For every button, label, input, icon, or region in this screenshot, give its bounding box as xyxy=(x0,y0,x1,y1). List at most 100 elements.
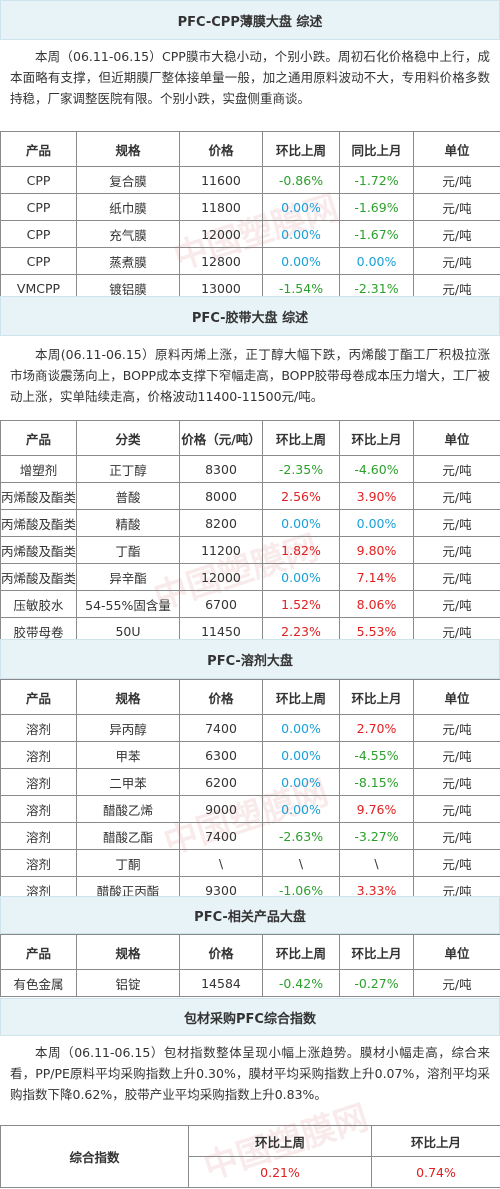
cpp-header-cell: 同比上月 xyxy=(340,132,414,167)
related-header-cell: 规格 xyxy=(77,935,180,970)
cpp-cell: 元/吨 xyxy=(414,221,500,248)
solvent-cell: 醋酸乙烯 xyxy=(77,796,180,823)
solvent-cell: 0.00% xyxy=(263,742,340,769)
cpp-header-cell: 环比上周 xyxy=(263,132,340,167)
cpp-cell: -1.69% xyxy=(340,194,414,221)
cpp-header-cell: 价格 xyxy=(180,132,263,167)
cpp-cell: CPP xyxy=(1,194,77,221)
tape-cell: 元/吨 xyxy=(414,564,500,591)
solvent-cell: -4.55% xyxy=(340,742,414,769)
cpp-cell: 元/吨 xyxy=(414,194,500,221)
solvent-cell: 7400 xyxy=(180,823,263,850)
cpp-cell: CPP xyxy=(1,248,77,275)
cpp-cell: -0.86% xyxy=(263,167,340,194)
solvent-cell: 2.70% xyxy=(340,715,414,742)
tape-cell: 丁酯 xyxy=(77,537,180,564)
index-col2-header: 环比上月 xyxy=(372,1126,500,1157)
solvent-cell: 溶剂 xyxy=(1,769,77,796)
cpp-description: 本周（06.11-06.15）CPP膜市大稳小动，个别小跌。周初石化价格稳中上行… xyxy=(0,46,500,126)
solvent-header-cell: 环比上月 xyxy=(340,680,414,715)
related-cell: -0.42% xyxy=(263,970,340,997)
index-col1-header: 环比上周 xyxy=(189,1126,372,1157)
cpp-cell: 11600 xyxy=(180,167,263,194)
cpp-cell: 0.00% xyxy=(340,248,414,275)
tape-cell: 正丁醇 xyxy=(77,456,180,483)
tape-cell: 8200 xyxy=(180,510,263,537)
solvent-cell: -3.27% xyxy=(340,823,414,850)
solvent-cell: 0.00% xyxy=(263,715,340,742)
tape-cell: 9.80% xyxy=(340,537,414,564)
tape-cell: 0.00% xyxy=(263,510,340,537)
index-section-title: 包材采购PFC综合指数 xyxy=(0,998,500,1036)
solvent-cell: 7400 xyxy=(180,715,263,742)
index-label: 综合指数 xyxy=(1,1126,189,1188)
tape-cell: 丙烯酸及酯类 xyxy=(1,564,77,591)
cpp-cell: 12800 xyxy=(180,248,263,275)
solvent-cell: \ xyxy=(263,850,340,877)
cpp-cell: 纸巾膜 xyxy=(77,194,180,221)
table-row: 溶剂丁酮\\\元/吨 xyxy=(1,850,500,877)
tape-section-title: PFC-胶带大盘 综述 xyxy=(0,296,500,336)
cpp-cell: CPP xyxy=(1,221,77,248)
index-table: 综合指数 环比上周 环比上月 0.21% 0.74% xyxy=(0,1125,500,1188)
tape-cell: 丙烯酸及酯类 xyxy=(1,483,77,510)
tape-cell: 压敏胶水 xyxy=(1,591,77,618)
solvent-cell: 溶剂 xyxy=(1,796,77,823)
tape-cell: 普酸 xyxy=(77,483,180,510)
solvent-cell: 异丙醇 xyxy=(77,715,180,742)
cpp-cell: 11800 xyxy=(180,194,263,221)
related-header-cell: 环比上月 xyxy=(340,935,414,970)
tape-header-cell: 分类 xyxy=(77,421,180,456)
cpp-cell: 复合膜 xyxy=(77,167,180,194)
solvent-cell: 0.00% xyxy=(263,769,340,796)
related-section-title: PFC-相关产品大盘 xyxy=(0,896,500,934)
solvent-cell: \ xyxy=(340,850,414,877)
solvent-cell: 元/吨 xyxy=(414,715,500,742)
tape-cell: 异辛酯 xyxy=(77,564,180,591)
solvent-cell: 6200 xyxy=(180,769,263,796)
tape-cell: 12000 xyxy=(180,564,263,591)
index-col2-value: 0.74% xyxy=(372,1157,500,1188)
tape-cell: 54-55%固含量 xyxy=(77,591,180,618)
solvent-section-title: PFC-溶剂大盘 xyxy=(0,639,500,679)
tape-cell: 丙烯酸及酯类 xyxy=(1,537,77,564)
related-header-cell: 单位 xyxy=(414,935,500,970)
related-header-cell: 环比上周 xyxy=(263,935,340,970)
tape-cell: 元/吨 xyxy=(414,483,500,510)
cpp-cell: 0.00% xyxy=(263,221,340,248)
cpp-cell: 0.00% xyxy=(263,194,340,221)
tape-cell: 11200 xyxy=(180,537,263,564)
tape-cell: 元/吨 xyxy=(414,456,500,483)
cpp-cell: 12000 xyxy=(180,221,263,248)
solvent-header-cell: 产品 xyxy=(1,680,77,715)
solvent-cell: 溶剂 xyxy=(1,823,77,850)
solvent-cell: \ xyxy=(180,850,263,877)
solvent-cell: 9.76% xyxy=(340,796,414,823)
tape-cell: 3.90% xyxy=(340,483,414,510)
solvent-cell: 醋酸乙酯 xyxy=(77,823,180,850)
tape-cell: 2.56% xyxy=(263,483,340,510)
tape-cell: 8.06% xyxy=(340,591,414,618)
solvent-cell: 9000 xyxy=(180,796,263,823)
cpp-header-cell: 单位 xyxy=(414,132,500,167)
cpp-cell: 元/吨 xyxy=(414,248,500,275)
tape-cell: 精酸 xyxy=(77,510,180,537)
index-col1-value: 0.21% xyxy=(189,1157,372,1188)
solvent-cell: 溶剂 xyxy=(1,715,77,742)
tape-header-cell: 单位 xyxy=(414,421,500,456)
solvent-cell: 溶剂 xyxy=(1,850,77,877)
related-cell: -0.27% xyxy=(340,970,414,997)
solvent-header-cell: 环比上周 xyxy=(263,680,340,715)
tape-cell: 增塑剂 xyxy=(1,456,77,483)
solvent-cell: 二甲苯 xyxy=(77,769,180,796)
